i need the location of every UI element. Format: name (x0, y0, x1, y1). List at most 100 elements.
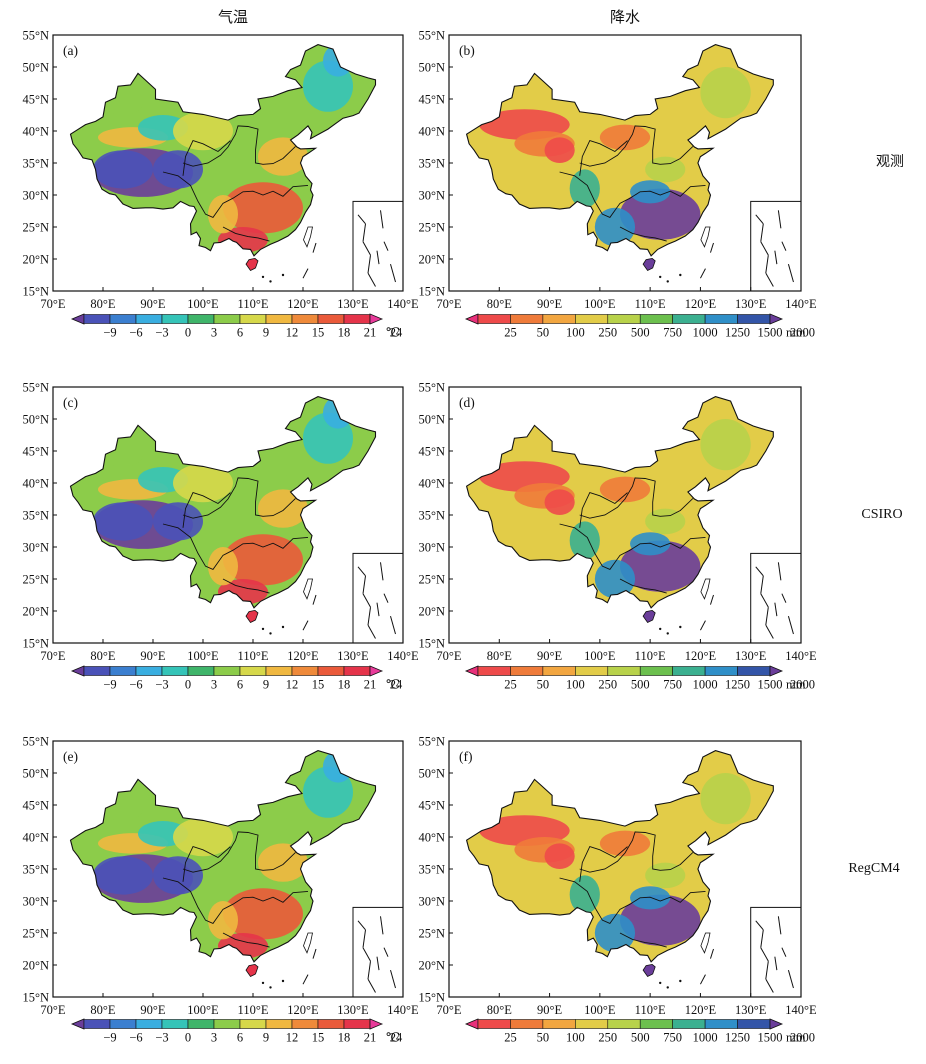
river-3 (579, 492, 628, 528)
field-blob (700, 419, 751, 471)
field-blob (544, 843, 575, 869)
river-2 (222, 932, 270, 948)
colorbar-unit: ℃ (386, 326, 400, 340)
y-tick-label: 45°N (418, 445, 445, 459)
dash-line (312, 594, 317, 605)
inset-line (760, 929, 764, 948)
inset-line (383, 241, 389, 251)
y-tick-label: 30°N (22, 541, 49, 555)
colorbar-segment (542, 1019, 576, 1029)
inset-line (765, 272, 774, 287)
field-blob (208, 547, 238, 586)
colorbar-segment (737, 666, 771, 676)
inset-line (383, 593, 389, 603)
colorbar-segment (477, 314, 511, 324)
island-dot (666, 632, 669, 635)
colorbar-segment (109, 314, 137, 324)
x-tick-label: 90°E (537, 649, 562, 663)
colorbar-segment (239, 1019, 267, 1029)
river-1 (162, 171, 309, 218)
colorbar-arrow-high (769, 665, 784, 677)
col-header-temperature: 气温 (218, 9, 248, 26)
inset-map (357, 562, 396, 639)
colorbar-segment (213, 666, 241, 676)
dash-line (312, 242, 317, 253)
panel-label: (c) (63, 395, 78, 410)
x-tick-label: 110°E (635, 297, 666, 311)
colorbar-label: 3 (211, 326, 217, 340)
colorbar-arrow-high (369, 1018, 384, 1030)
y-tick-label: 30°N (418, 189, 445, 203)
colorbar-arrow-low (70, 665, 85, 677)
y-tick-label: 25°N (22, 573, 49, 587)
dash-line (312, 948, 317, 959)
field-blob (630, 886, 671, 910)
hainan (245, 963, 259, 978)
field-blob (208, 901, 238, 940)
field-blob (569, 875, 600, 914)
dash-line (699, 620, 706, 631)
field-blob (103, 441, 143, 468)
y-tick-label: 50°N (22, 413, 49, 427)
x-tick-label: 80°E (90, 1003, 115, 1017)
island-dot (659, 981, 662, 985)
y-tick-label: 45°N (22, 445, 49, 459)
colorbar-segment (317, 1019, 345, 1029)
panel-b: 70°E 80°E 90°E 100°E 110°E 120°E 130°E 140°E 15°… (418, 29, 817, 312)
colorbar-segment (265, 1019, 293, 1029)
y-tick-label: 20°N (418, 959, 445, 973)
x-tick-label: 110°E (635, 649, 666, 663)
y-tick-label: 45°N (22, 799, 49, 813)
hainan (245, 257, 259, 272)
inset-line (755, 920, 764, 931)
colorbar-segment (135, 314, 163, 324)
colorbar-label: 1000 (693, 678, 718, 692)
row-label-csiro: CSIRO (861, 507, 902, 522)
y-tick-label: 25°N (418, 927, 445, 941)
x-tick-label: 70°E (40, 297, 65, 311)
colorbar-arrow-high (369, 313, 384, 325)
colorbar-segment (187, 314, 215, 324)
inset-line (357, 214, 366, 225)
inset-line (765, 607, 769, 626)
colorbar-label: 15 (312, 1031, 325, 1045)
island-dot (269, 280, 272, 283)
y-tick-label: 35°N (418, 157, 445, 171)
colorbar-label: 250 (598, 678, 617, 692)
field-blob (103, 89, 143, 115)
colorbar-segment (607, 314, 641, 324)
panel-label: (f) (459, 749, 473, 764)
colorbar-label: 24 (390, 1031, 403, 1045)
colorbar-label: 24 (390, 326, 403, 340)
inset-map (755, 210, 794, 287)
colorbar-unit: mm (786, 678, 806, 692)
colorbar-label: 25 (504, 678, 517, 692)
inset-line (781, 947, 787, 957)
x-tick-label: 120°E (685, 649, 717, 663)
x-tick-label: 120°E (287, 649, 319, 663)
field-blob (645, 862, 686, 889)
x-tick-label: 140°E (785, 297, 817, 311)
colorbar-label: 1250 (725, 326, 750, 340)
x-tick-label: 140°E (387, 649, 419, 663)
colorbar-label: 9 (263, 1031, 269, 1045)
colorbar-label: 21 (364, 326, 377, 340)
colorbar-segment (187, 1019, 215, 1029)
inset-box (352, 906, 404, 998)
x-tick-label: 70°E (436, 297, 461, 311)
colorbar-segment (672, 666, 706, 676)
x-tick-label: 100°E (584, 1003, 616, 1017)
y-tick-label: 15°N (418, 637, 445, 651)
dash-line (710, 594, 714, 605)
inset-line (362, 241, 371, 256)
colorbar-label: 2000 (790, 1031, 815, 1045)
colorbar-label: 1000 (693, 1031, 718, 1045)
inset-line (760, 947, 769, 962)
row-label-regcm4: RegCM4 (848, 861, 899, 876)
colorbar-label: 18 (338, 326, 351, 340)
inset-line (367, 978, 376, 993)
x-tick-label: 70°E (436, 649, 461, 663)
y-tick-label: 15°N (22, 285, 49, 299)
colorbar-segment (291, 314, 319, 324)
inset-map (755, 562, 794, 639)
